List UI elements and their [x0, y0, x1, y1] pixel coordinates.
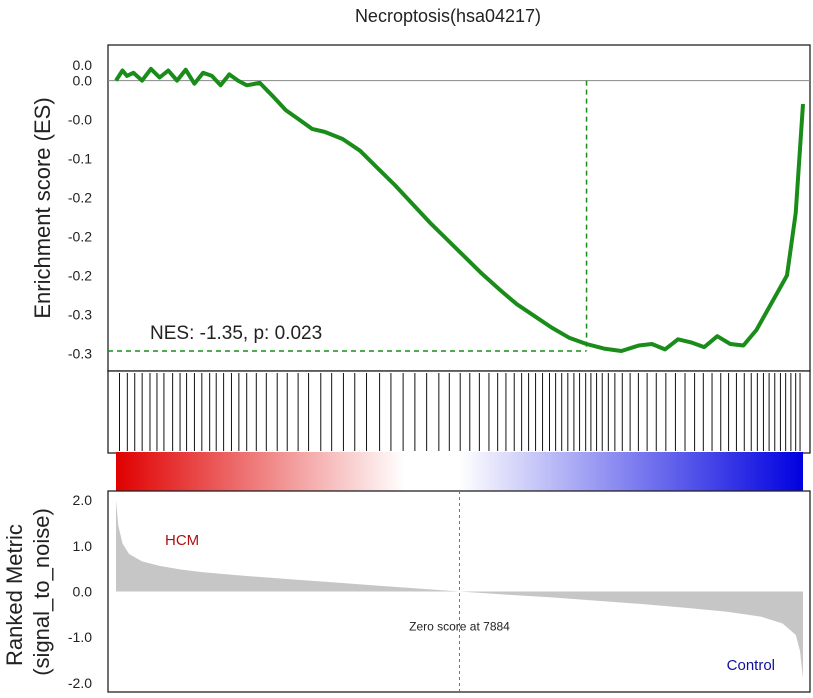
- metric-area: [116, 500, 803, 679]
- metric-panel: 2.0 1.0 0.0 -1.0 -2.0 Zero score at 7884 HCM…: [2, 490, 811, 693]
- es-y-tick-label: -0.0: [68, 112, 92, 128]
- es-y-tick-label: 0.0: [73, 57, 93, 73]
- metric-y-axis-label: Ranked Metric (signal_to_noise): [2, 508, 54, 676]
- metric-y-label-line1: Ranked Metric: [2, 524, 27, 666]
- es-y-tick-label: -0.2: [68, 267, 92, 283]
- hits-panel: [107, 370, 811, 454]
- es-y-tick-label: -0.3: [68, 306, 92, 322]
- control-label: Control: [727, 657, 775, 674]
- es-y-tick-label: -0.3: [68, 345, 92, 361]
- nes-annotation: NES: -1.35, p: 0.023: [150, 323, 322, 344]
- metric-y-tick-label: -1.0: [68, 629, 92, 645]
- chart-title: Necroptosis(hsa04217): [355, 6, 541, 26]
- metric-y-label-line2: (signal_to_noise): [29, 508, 54, 676]
- hit-lines: [118, 373, 801, 451]
- metric-y-ticks: 2.0 1.0 0.0 -1.0 -2.0: [68, 492, 92, 691]
- es-y-axis-label: Enrichment score (ES): [30, 97, 55, 318]
- hcm-label: HCM: [165, 532, 199, 549]
- es-y-tick-label: -0.1: [68, 151, 92, 167]
- zero-score-label: Zero score at 7884: [409, 619, 510, 633]
- metric-y-tick-label: 2.0: [73, 492, 93, 508]
- es-panel: 0.00.0 -0.0 -0.1 -0.2 -0.2 -0.2 -0.3 -0.3 NES: …: [30, 44, 811, 372]
- rank-color-bar: [116, 452, 803, 491]
- hits-panel-frame: [107, 370, 811, 454]
- es-y-tick-label: -0.2: [68, 228, 92, 244]
- es-y-ticks: 0.00.0 -0.0 -0.1 -0.2 -0.2 -0.2 -0.3 -0.3: [68, 57, 92, 361]
- metric-y-tick-label: 1.0: [73, 538, 93, 554]
- es-series-line: [114, 66, 805, 353]
- es-y-tick-label: -0.2: [68, 189, 92, 205]
- es-panel-frame: [107, 44, 811, 372]
- es-y-tick-label: 0.0: [73, 73, 93, 89]
- metric-y-tick-label: -2.0: [68, 675, 92, 691]
- metric-y-tick-label: 0.0: [73, 584, 93, 600]
